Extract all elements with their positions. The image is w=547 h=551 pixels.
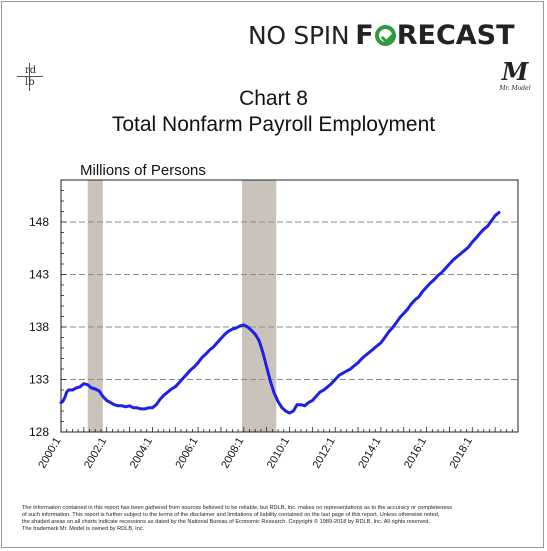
x-tick-label: 2014:1: [356, 436, 383, 471]
x-tick-label: 2018:1: [448, 436, 475, 471]
rdlb-logo: rd lb: [17, 63, 43, 91]
disclaimer-line: the shaded areas on all charts indicate …: [22, 519, 431, 525]
x-tick-label: 2004:1: [128, 436, 155, 471]
brand-check-o-icon: [374, 25, 396, 46]
brand-text-no-spin: NO SPIN: [248, 21, 350, 50]
mr-model-logo: M Mr. Model: [498, 60, 532, 94]
recession-shade: [87, 180, 103, 432]
rdlb-logo-top: rd: [25, 65, 37, 76]
x-tick-label: 2000:1: [36, 436, 63, 471]
chart-subtitle: Total Nonfarm Payroll Employment: [111, 113, 436, 136]
y-tick-label: 143: [29, 268, 49, 282]
disclaimer: The information contained in this report…: [22, 505, 540, 533]
chart-title: Chart 8: [239, 87, 308, 110]
disclaimer-line: of such information. This report is furt…: [22, 512, 440, 518]
y-tick-label: 133: [29, 373, 49, 387]
x-tick-label: 2008:1: [219, 436, 246, 471]
x-tick-label: 2016:1: [402, 436, 429, 471]
plot-area: [60, 179, 519, 433]
brand-logo: NO SPIN F RECAST: [248, 20, 533, 56]
disclaimer-line: The information contained in this report…: [22, 505, 453, 511]
y-axis-label: Millions of Persons: [80, 162, 206, 179]
mr-model-mark: M: [501, 57, 529, 86]
rdlb-logo-bottom: lb: [25, 77, 35, 88]
brand-text-recast: RECAST: [396, 20, 515, 51]
recession-shade: [241, 180, 277, 432]
brand-text-f: F: [355, 20, 374, 51]
x-tick-label: 2012:1: [311, 436, 338, 471]
y-tick-label: 148: [29, 215, 49, 229]
disclaimer-line: The trademark Mr. Model is owned by RDLB…: [22, 526, 145, 532]
x-tick-label: 2002:1: [82, 436, 109, 471]
y-tick-label: 128: [29, 425, 49, 439]
y-tick-label: 138: [29, 320, 49, 334]
mr-model-label: Mr. Model: [499, 85, 531, 92]
series-line: [59, 211, 501, 415]
x-tick-label: 2006:1: [173, 436, 200, 471]
x-tick-label: 2010:1: [265, 436, 292, 471]
